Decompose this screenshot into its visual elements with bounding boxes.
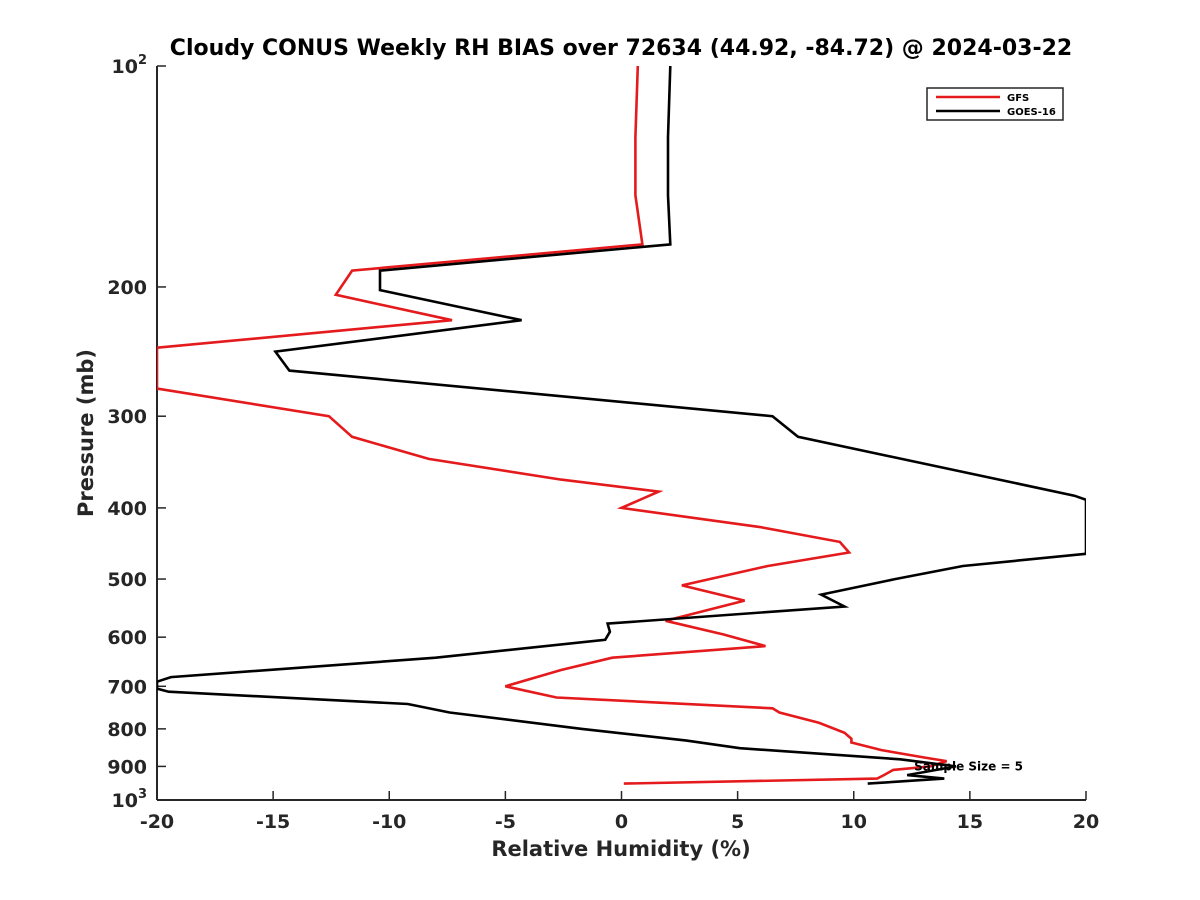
x-tick-label: -15 — [256, 811, 290, 833]
chart-title: Cloudy CONUS Weekly RH BIAS over 72634 (… — [170, 36, 1072, 61]
y-tick-label: 300 — [107, 406, 147, 428]
y-tick-label: 600 — [107, 627, 147, 649]
annotation-layer: Sample Size = 5 — [914, 759, 1023, 773]
legend: GFS GOES-16 — [926, 87, 1064, 121]
y-tick-label-base: 600 — [107, 627, 147, 649]
y-tick-label-base: 500 — [107, 569, 147, 591]
y-tick-label-base: 800 — [107, 719, 147, 741]
y-axis-label: Pressure (mb) — [74, 349, 98, 517]
series-line-gfs — [157, 66, 948, 785]
y-tick-label: 200 — [107, 277, 147, 299]
series-line-goes-16 — [157, 66, 1086, 785]
series-layer — [157, 66, 1086, 785]
y-tick-label-base: 300 — [107, 406, 147, 428]
x-tick-label: -10 — [372, 811, 406, 833]
y-tick-label: 103 — [112, 787, 148, 812]
y-tick-label: 900 — [107, 756, 147, 778]
y-tick-label-base: 10 — [112, 56, 138, 78]
y-tick-label: 800 — [107, 719, 147, 741]
x-tick-label: 10 — [841, 811, 867, 833]
x-tick-label: -20 — [140, 811, 174, 833]
y-tick-label-exponent: 3 — [138, 787, 147, 802]
y-tick-label-base: 200 — [107, 277, 147, 299]
x-axis-label: Relative Humidity (%) — [491, 837, 750, 861]
x-tick-label: 5 — [731, 811, 744, 833]
y-tick-label: 500 — [107, 569, 147, 591]
y-tick-label: 700 — [107, 676, 147, 698]
x-tick-label: 20 — [1073, 811, 1099, 833]
legend-label: GOES-16 — [1007, 107, 1056, 118]
y-tick-label: 102 — [112, 53, 148, 78]
legend-label: GFS — [1007, 93, 1029, 104]
y-tick-label-base: 700 — [107, 676, 147, 698]
axes: -20 -15 -10 -5 0 5 10 15 20102200300400500600700… — [107, 53, 1099, 833]
legend-box — [926, 87, 1064, 121]
x-tick-label: 0 — [615, 811, 628, 833]
y-tick-label-base: 400 — [107, 498, 147, 520]
sample-size-annotation: Sample Size = 5 — [914, 759, 1023, 773]
x-tick-label: -5 — [495, 811, 516, 833]
y-tick-label-base: 900 — [107, 756, 147, 778]
y-tick-label-exponent: 2 — [138, 53, 147, 68]
x-tick-label: 15 — [957, 811, 983, 833]
y-tick-label-base: 10 — [112, 790, 138, 812]
y-tick-label: 400 — [107, 498, 147, 520]
